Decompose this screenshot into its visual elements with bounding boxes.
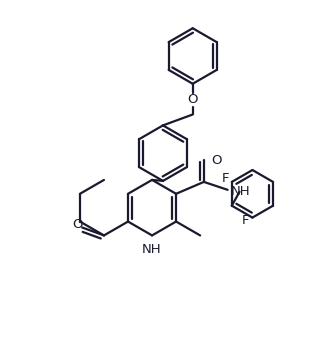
- Text: O: O: [72, 218, 82, 231]
- Text: NH: NH: [142, 243, 162, 256]
- Text: NH: NH: [230, 185, 250, 198]
- Text: F: F: [221, 173, 229, 186]
- Text: O: O: [211, 153, 221, 167]
- Text: F: F: [242, 214, 249, 227]
- Text: O: O: [187, 93, 198, 106]
